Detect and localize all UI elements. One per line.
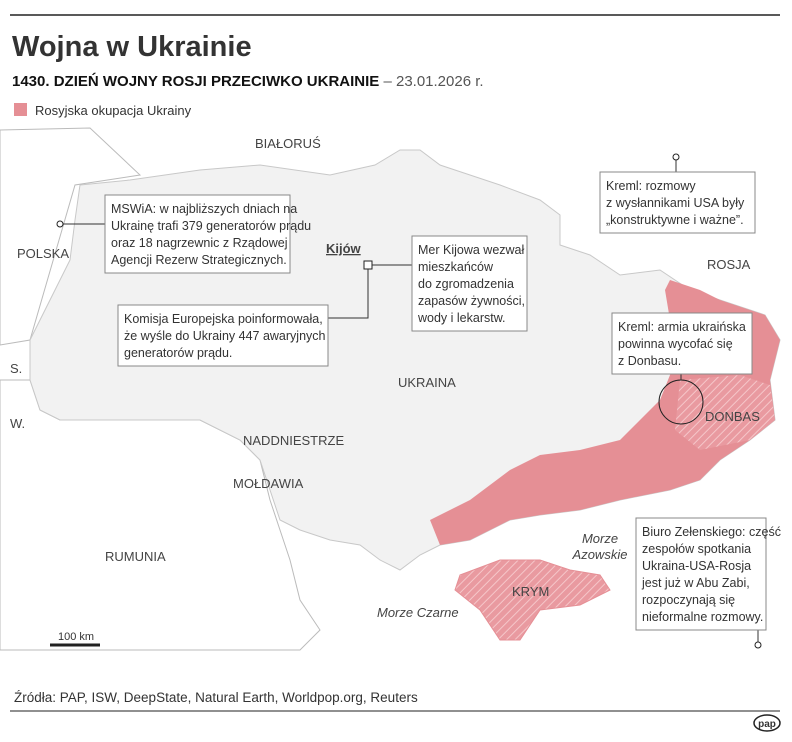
callout-text: MSWiA: w najbliższych dniach na: [111, 202, 297, 216]
logo: [753, 714, 781, 732]
donbas-area: [675, 375, 775, 450]
place-label: Kijów: [326, 241, 362, 256]
callout-text: mieszkańców: [418, 260, 494, 274]
callout-text: Mer Kijowa wezwał: [418, 243, 525, 257]
callout-text: nieformalne rozmowy.: [642, 610, 763, 624]
source: Źródła: PAP, ISW, DeepState, Natural Ear…: [14, 690, 418, 705]
callout-text: do zgromadzenia: [418, 277, 514, 291]
scale-label: 100 km: [58, 631, 94, 643]
place-label: Morze Czarne: [377, 605, 459, 620]
place-label: MOŁDAWIA: [233, 476, 304, 491]
callout-text: z wysłannikami USA były: [606, 196, 745, 210]
place-label: UKRAINA: [398, 375, 456, 390]
leader-line: [328, 269, 369, 319]
callout-box: [599, 171, 756, 234]
leader-dot: [754, 641, 762, 649]
callout-box: [104, 194, 291, 274]
callout-text: rozpoczynają się: [642, 593, 735, 607]
subtitle-date: – 23.01.2026 r.: [379, 73, 483, 90]
place-label: W.: [10, 416, 25, 431]
callout-box: [411, 235, 528, 332]
place-label: ROSJA: [707, 257, 751, 272]
subtitle-main: 1430. DZIEŃ WOJNY ROSJI PRZECIWKO UKRAIN…: [12, 73, 379, 90]
subtitle: 1430. DZIEŃ WOJNY ROSJI PRZECIWKO UKRAIN…: [12, 73, 484, 90]
legend-label: Rosyjska okupacja Ukrainy: [35, 103, 192, 118]
callout-text: jest już w Abu Zabi,: [641, 576, 750, 590]
leader-dot: [56, 220, 64, 228]
leader-dot: [672, 153, 680, 161]
callout-box: [117, 304, 329, 367]
logo-text: pap: [758, 719, 776, 730]
callout-text: oraz 18 nagrzewnic z Rządowej: [111, 236, 287, 250]
place-label: BIAŁORUŚ: [255, 136, 321, 151]
callout-text: zapasów żywności,: [418, 294, 525, 308]
place-label: DONBAS: [705, 409, 760, 424]
title: Wojna w Ukrainie: [12, 31, 252, 63]
callout-text: Biuro Zełenskiego: część: [642, 525, 781, 539]
callout-text: powinna wycofać się: [618, 337, 733, 351]
callout-text: Ukraina-USA-Rosja: [642, 559, 751, 573]
crimea-area: [454, 559, 611, 641]
callout-text: zespołów spotkania: [642, 542, 751, 556]
callout-text: generatorów prądu.: [124, 346, 232, 360]
callout-text: Komisja Europejska poinformowała,: [124, 312, 323, 326]
callout-box: [635, 517, 767, 631]
place-label: POLSKA: [17, 246, 69, 261]
place-label: NADDNIESTRZE: [243, 433, 344, 448]
callout-text: wody i lekarstw.: [417, 311, 506, 325]
callout-text: że wyśle do Ukrainy 447 awaryjnych: [124, 329, 326, 343]
place-label: Azowskie: [572, 547, 628, 562]
callout-text: Kreml: armia ukraińska: [618, 320, 746, 334]
place-label: Morze: [582, 531, 618, 546]
callout-text: z Donbasu.: [618, 354, 681, 368]
place-label: KRYM: [512, 584, 549, 599]
place-label: RUMUNIA: [105, 549, 166, 564]
callout-box: [611, 312, 753, 375]
callout-text: Kreml: rozmowy: [606, 179, 696, 193]
legend-swatch: [14, 103, 27, 116]
callout-text: „konstruktywne i ważne”.: [606, 213, 744, 227]
callout-text: Agencji Rezerw Strategicznych.: [111, 253, 287, 267]
place-label: S.: [10, 361, 22, 376]
callout-text: Ukrainę trafi 379 generatorów prądu: [111, 219, 311, 233]
kyiv-marker: [363, 260, 373, 270]
